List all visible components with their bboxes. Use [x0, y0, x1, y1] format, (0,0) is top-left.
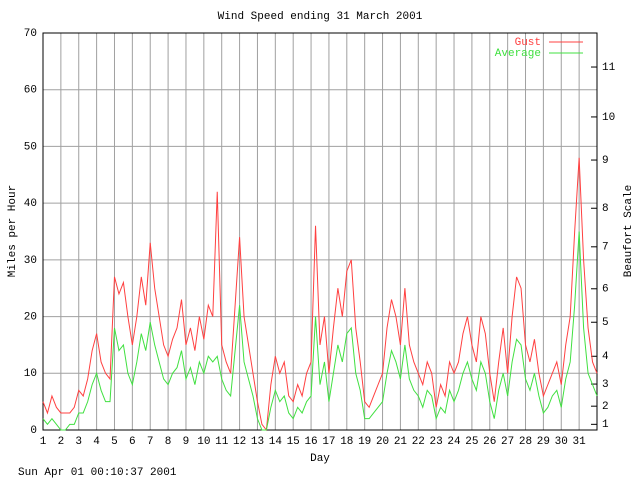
y2-tick-label: 2 [602, 401, 609, 413]
x-tick-label: 2 [58, 436, 65, 448]
x-tick-label: 20 [376, 436, 389, 448]
x-tick-label: 15 [287, 436, 300, 448]
series-line [42, 157, 598, 432]
legend-label: Gust [515, 37, 541, 49]
y2-tick-label: 4 [602, 351, 609, 363]
x-tick-label: 6 [129, 436, 136, 448]
chart-title: Wind Speed ending 31 March 2001 [218, 11, 423, 23]
x-axis-label: Day [310, 453, 330, 465]
x-tick-label: 8 [165, 436, 172, 448]
x-tick-label: 7 [147, 436, 154, 448]
y2-tick-label: 5 [602, 317, 609, 329]
plot-frame [42, 32, 598, 431]
x-tick-label: 22 [412, 436, 425, 448]
y2-tick-label: 10 [602, 112, 615, 124]
x-tick-label: 9 [183, 436, 190, 448]
y2-tick-label: 7 [602, 242, 609, 254]
x-tick-label: 14 [269, 436, 283, 448]
y-tick-label: 10 [24, 368, 37, 380]
x-tick-label: 27 [501, 436, 514, 448]
y2-tick-label: 8 [602, 203, 609, 215]
y2-tick-label: 11 [602, 62, 616, 74]
x-tick-label: 25 [465, 436, 478, 448]
y-tick-label: 0 [30, 425, 37, 437]
x-tick-label: 26 [483, 436, 496, 448]
y-tick-label: 40 [24, 198, 37, 210]
series-line [42, 231, 598, 431]
x-tick-label: 11 [215, 436, 229, 448]
x-tick-label: 28 [519, 436, 532, 448]
x-tick-label: 16 [304, 436, 317, 448]
y-tick-label: 50 [24, 141, 37, 153]
x-tick-label: 19 [358, 436, 371, 448]
y-tick-label: 60 [24, 85, 37, 97]
y2-tick-label: 9 [602, 155, 609, 167]
y-axis-label: Miles per Hour [7, 185, 19, 277]
x-tick-label: 18 [340, 436, 353, 448]
y2-axis-label: Beaufort Scale [623, 185, 635, 277]
x-tick-label: 23 [430, 436, 443, 448]
y2-tick-label: 3 [602, 379, 609, 391]
y-tick-label: 20 [24, 311, 37, 323]
x-tick-label: 21 [394, 436, 408, 448]
y-tick-label: 70 [24, 28, 37, 40]
x-tick-label: 24 [447, 436, 461, 448]
y-tick-label: 30 [24, 255, 37, 267]
x-tick-label: 13 [251, 436, 264, 448]
y2-tick-label: 6 [602, 284, 609, 296]
x-tick-label: 5 [111, 436, 118, 448]
x-tick-label: 12 [233, 436, 246, 448]
x-tick-label: 31 [573, 436, 587, 448]
x-tick-label: 3 [75, 436, 82, 448]
x-tick-label: 17 [322, 436, 335, 448]
x-tick-label: 4 [93, 436, 100, 448]
y2-tick-label: 1 [602, 419, 609, 431]
legend-label: Average [495, 48, 541, 60]
x-tick-label: 29 [537, 436, 550, 448]
x-tick-label: 1 [40, 436, 47, 448]
x-tick-label: 30 [555, 436, 568, 448]
footer: Sun Apr 01 00:10:37 2001 [18, 467, 177, 479]
x-tick-label: 10 [197, 436, 210, 448]
